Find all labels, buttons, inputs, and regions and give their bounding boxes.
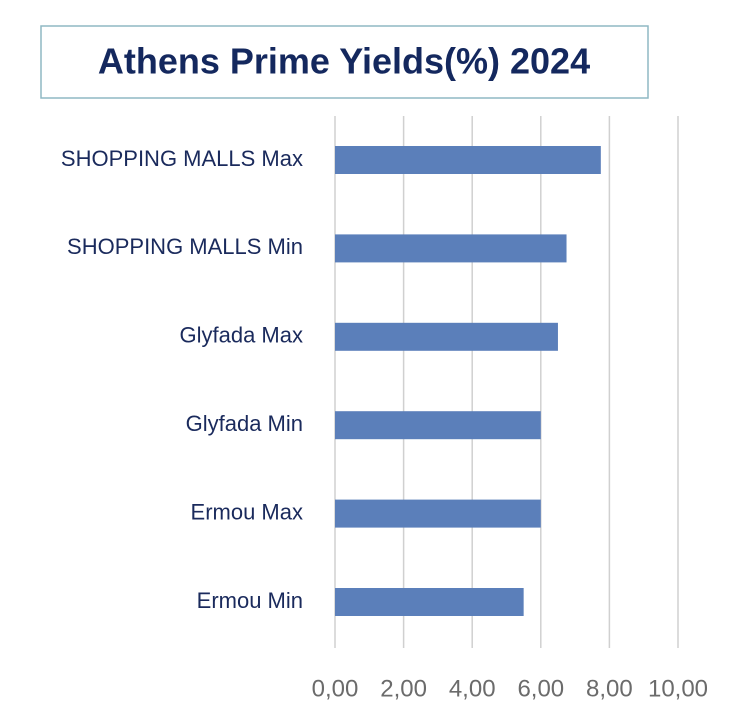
bar	[335, 588, 524, 616]
x-tick-label: 4,00	[449, 675, 496, 702]
y-tick-label: Ermou Min	[197, 588, 303, 613]
x-tick-label: 8,00	[586, 675, 633, 702]
title-box	[40, 25, 649, 99]
bar	[335, 146, 601, 174]
y-tick-label: Glyfada Max	[180, 323, 304, 348]
bar	[335, 499, 541, 528]
bar	[335, 411, 541, 440]
bar	[335, 234, 567, 263]
chart-title: Athens Prime Yields(%) 2024	[98, 41, 590, 82]
y-tick-label: SHOPPING MALLS Max	[61, 146, 303, 171]
x-tick-label: 6,00	[517, 675, 564, 702]
x-tick-label: 2,00	[380, 675, 427, 702]
x-tick-label: 0,00	[312, 675, 359, 702]
y-tick-label: Ermou Max	[191, 499, 303, 524]
bar	[335, 322, 558, 351]
x-tick-label: 10,00	[648, 675, 708, 702]
y-tick-label: Glyfada Min	[186, 411, 303, 436]
y-tick-label: SHOPPING MALLS Min	[67, 234, 303, 259]
